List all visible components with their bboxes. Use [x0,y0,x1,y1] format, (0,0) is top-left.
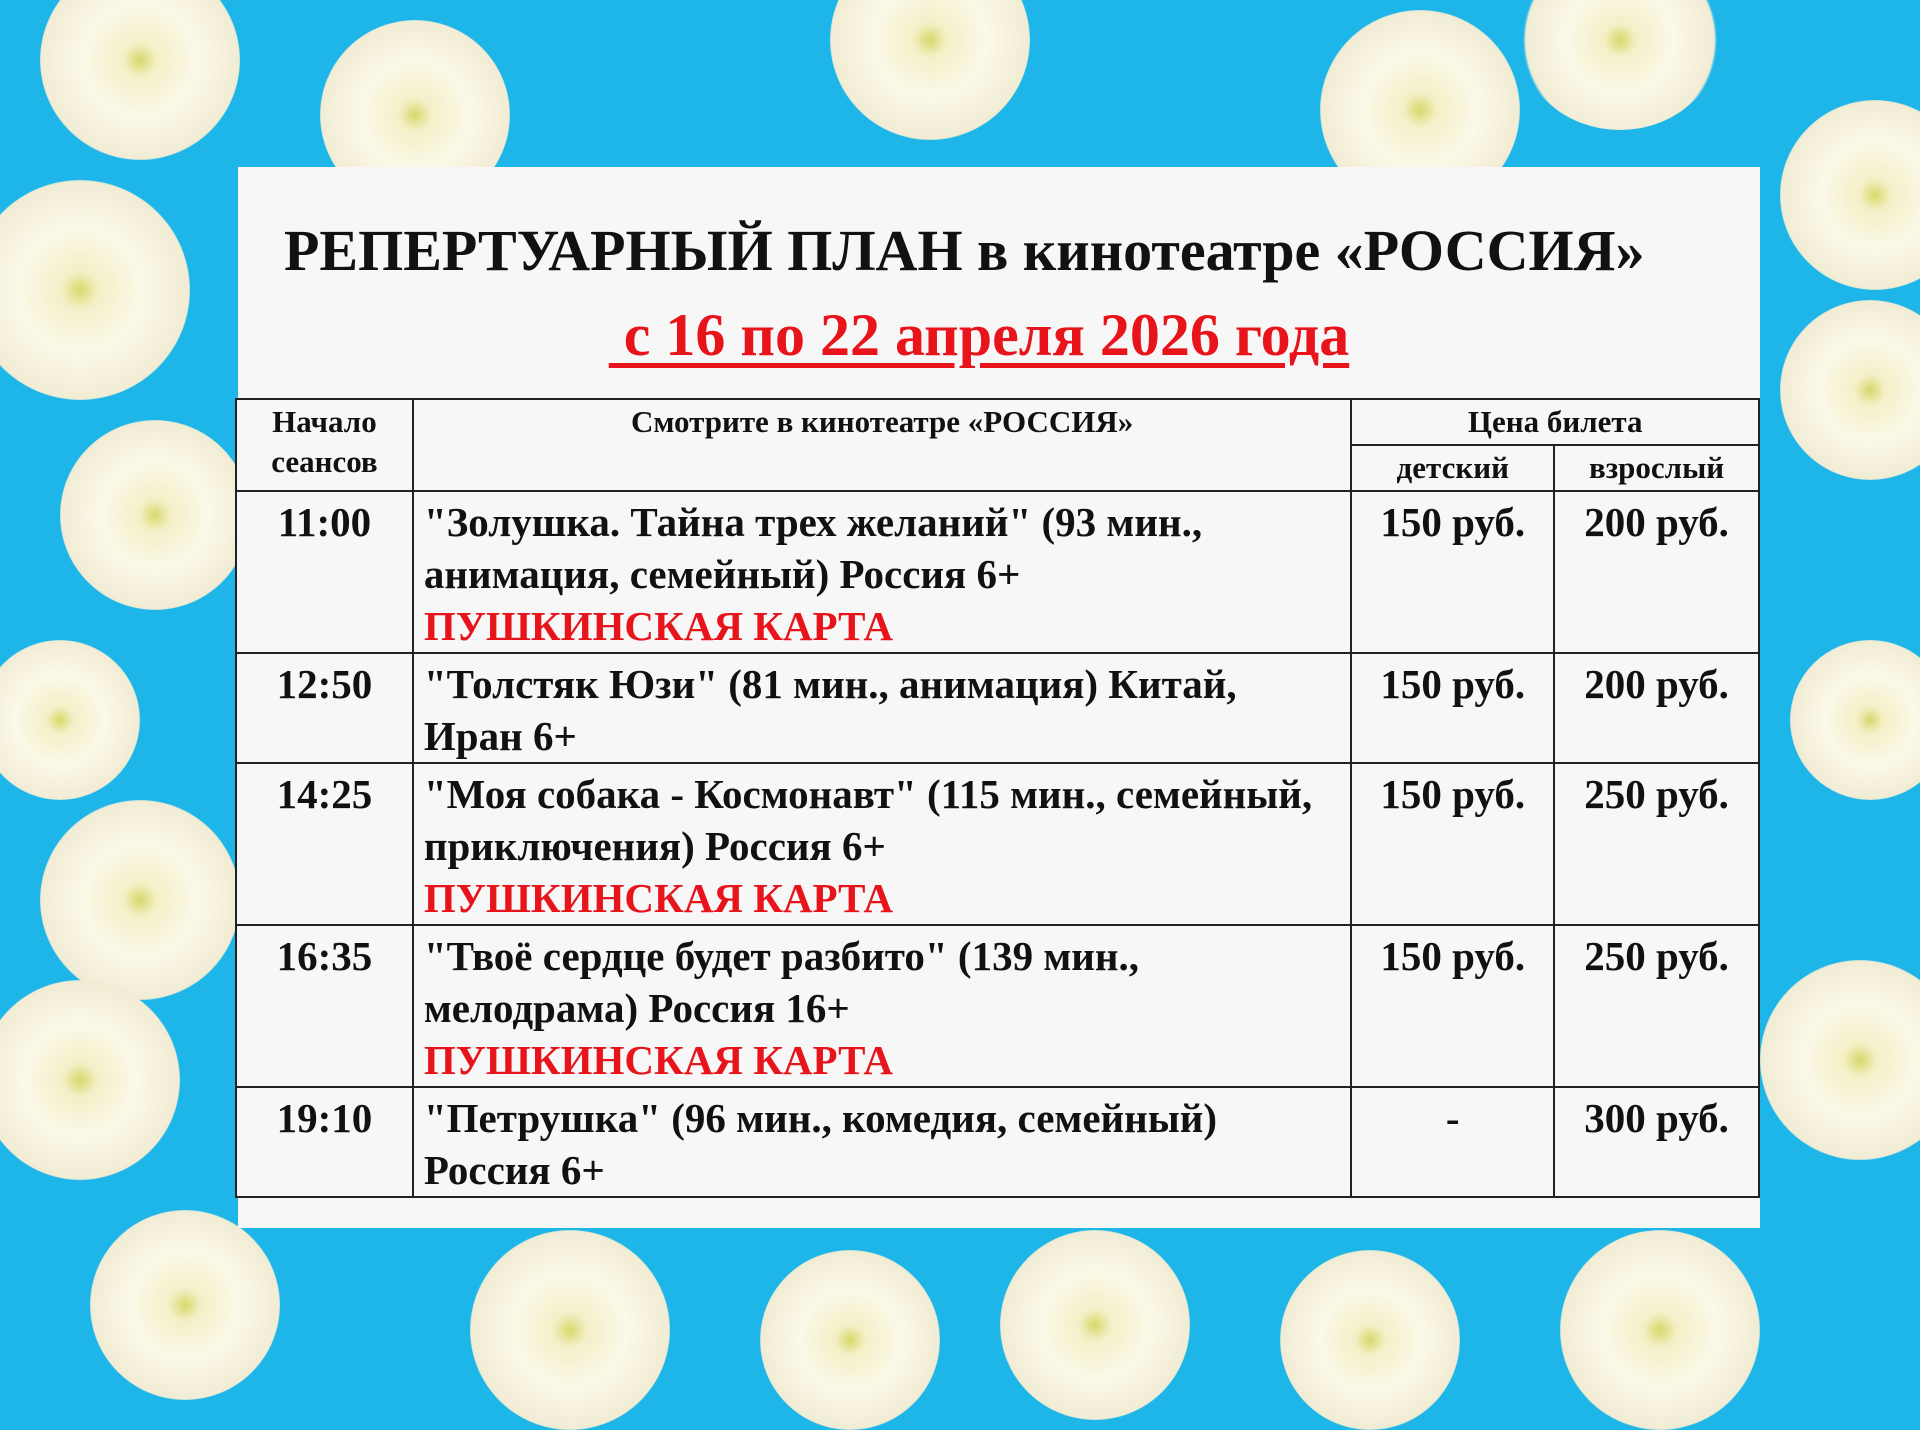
child-price: 150 руб. [1350,924,1556,1088]
adult-price: 200 руб. [1553,490,1760,654]
session-time: 14:25 [235,762,414,926]
adult-price: 250 руб. [1553,924,1760,1088]
pushkin-card-badge: ПУШКИНСКАЯ КАРТА [423,603,893,649]
table-header-row: Начало сеансов Смотрите в кинотеатре «РО… [235,398,1760,492]
film-title: "Твоё сердце будет разбито" (139 мин., м… [423,933,1139,1031]
pushkin-card-badge: ПУШКИНСКАЯ КАРТА [423,875,893,921]
child-price: 150 руб. [1350,652,1556,764]
film-cell: "Золушка. Тайна трех желаний" (93 мин., … [411,490,1353,654]
film-cell: "Толстяк Юзи" (81 мин., анимация) Китай,… [411,652,1353,764]
table-row: 19:10 "Петрушка" (96 мин., комедия, семе… [235,1086,1760,1198]
header-adult: взрослый [1553,444,1760,492]
film-title: "Толстяк Юзи" (81 мин., анимация) Китай,… [423,661,1237,759]
date-range: с 16 по 22 апреля 2026 года [608,302,1350,368]
child-price: - [1350,1086,1556,1198]
schedule-table: Начало сеансов Смотрите в кинотеатре «РО… [235,398,1760,1198]
page-title: РЕПЕРТУАРНЫЙ ПЛАН в кинотеатре «РОССИЯ» [284,218,1645,283]
table-row: 12:50 "Толстяк Юзи" (81 мин., анимация) … [235,652,1760,764]
table-subheader-row: детский взрослый [236,444,1760,492]
film-title: "Золушка. Тайна трех желаний" (93 мин., … [423,499,1203,597]
film-cell: "Твоё сердце будет разбито" (139 мин., м… [411,924,1353,1088]
adult-price: 300 руб. [1553,1086,1760,1198]
header-child: детский [1350,444,1556,492]
session-time: 19:10 [235,1086,414,1198]
adult-price: 250 руб. [1553,762,1760,926]
adult-price: 200 руб. [1553,652,1760,764]
film-cell: "Моя собака - Космонавт" (115 мин., семе… [411,762,1353,926]
child-price: 150 руб. [1350,490,1556,654]
table-row: 16:35 "Твоё сердце будет разбито" (139 м… [235,924,1760,1088]
child-price: 150 руб. [1350,762,1556,926]
pushkin-card-badge: ПУШКИНСКАЯ КАРТА [423,1037,893,1083]
film-title: "Моя собака - Космонавт" (115 мин., семе… [423,771,1313,869]
session-time: 11:00 [235,490,414,654]
film-cell: "Петрушка" (96 мин., комедия, семейный) … [411,1086,1353,1198]
session-time: 12:50 [235,652,414,764]
header-film: Смотрите в кинотеатре «РОССИЯ» [411,398,1353,492]
table-row: 11:00 "Золушка. Тайна трех желаний" (93 … [235,490,1760,654]
session-time: 16:35 [235,924,414,1088]
film-title: "Петрушка" (96 мин., комедия, семейный) … [423,1095,1218,1193]
header-start: Начало сеансов [235,398,414,492]
table-row: 14:25 "Моя собака - Космонавт" (115 мин.… [235,762,1760,926]
header-price: Цена билета [1350,398,1760,446]
